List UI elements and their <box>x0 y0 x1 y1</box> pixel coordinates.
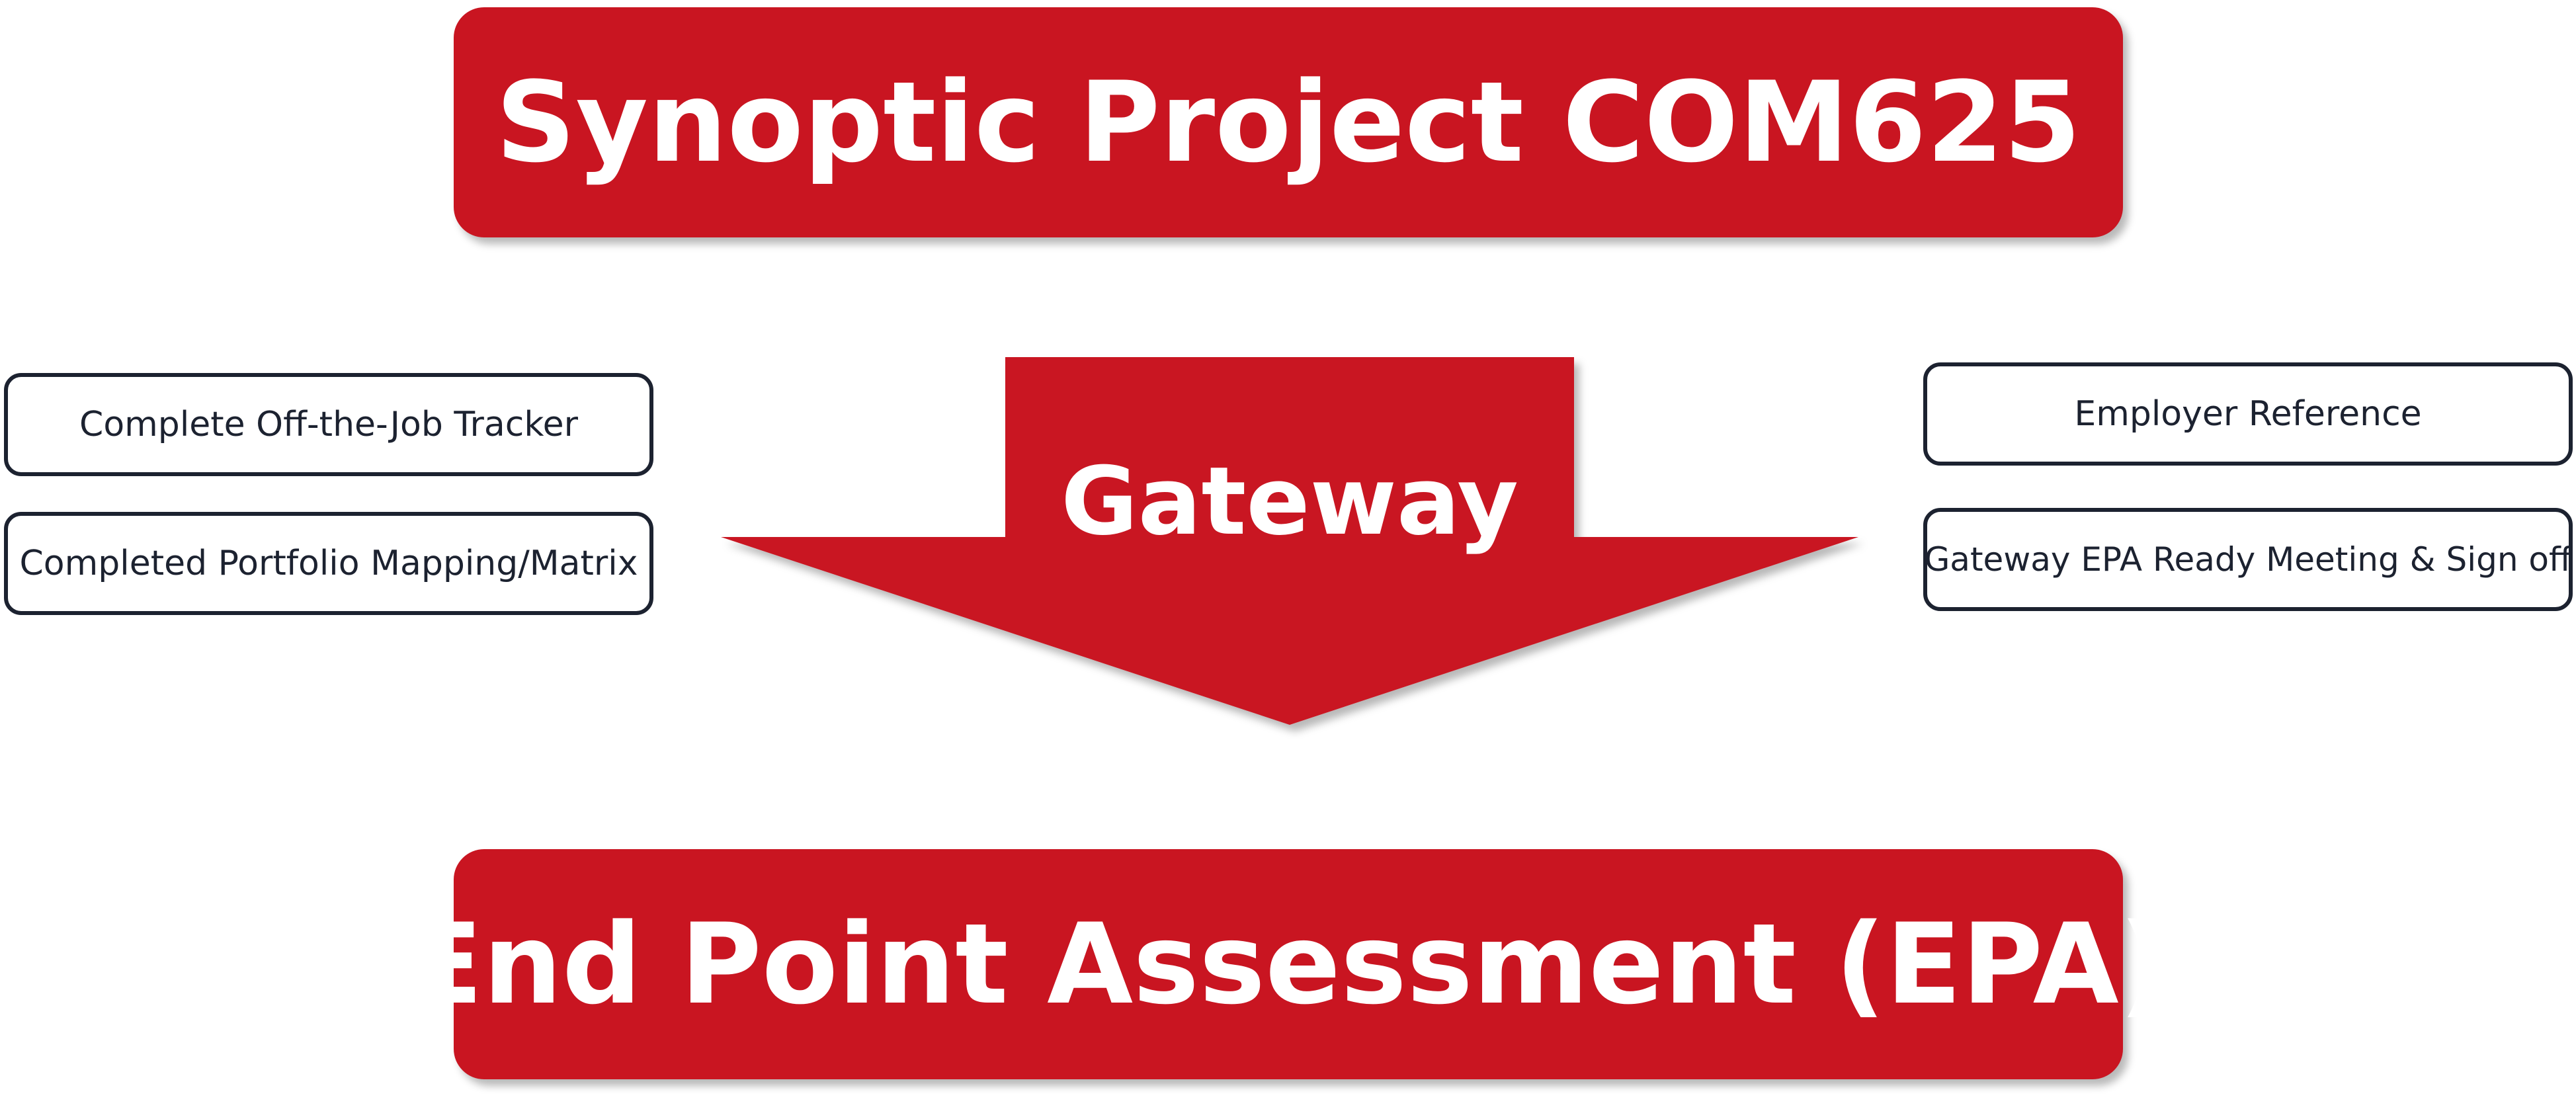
title-banner: Synoptic Project COM625 <box>454 7 2123 237</box>
outcome-text: End Point Assessment (EPA) <box>407 899 2169 1029</box>
gateway-arrow: Gateway <box>721 357 1858 727</box>
requirement-box-off-the-job-tracker: Complete Off-the-Job Tracker <box>4 373 653 476</box>
outcome-banner: End Point Assessment (EPA) <box>454 849 2123 1079</box>
requirement-box-portfolio-mapping: Completed Portfolio Mapping/Matrix <box>4 512 653 615</box>
requirement-label: Gateway EPA Ready Meeting & Sign off <box>1925 540 2572 579</box>
requirement-label: Completed Portfolio Mapping/Matrix <box>20 544 638 583</box>
requirement-box-epa-ready-meeting: Gateway EPA Ready Meeting & Sign off <box>1923 508 2573 611</box>
requirement-box-employer-reference: Employer Reference <box>1923 362 2573 466</box>
requirement-label: Complete Off-the-Job Tracker <box>79 405 578 444</box>
gateway-label: Gateway <box>721 455 1858 549</box>
requirement-label: Employer Reference <box>2074 394 2421 434</box>
title-text: Synoptic Project COM625 <box>495 58 2081 187</box>
